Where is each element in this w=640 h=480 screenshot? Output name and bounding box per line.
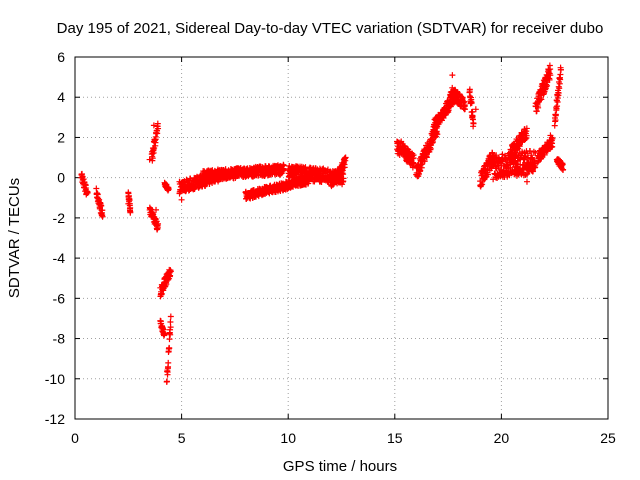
data-point: [125, 200, 132, 207]
data-point: [83, 185, 90, 192]
data-point: [434, 131, 441, 138]
data-point: [127, 209, 134, 216]
y-tick-label: 2: [57, 129, 65, 145]
x-tick-label: 0: [71, 430, 79, 446]
data-point: [470, 120, 477, 127]
data-point: [84, 189, 91, 196]
data-point: [155, 125, 162, 132]
chart-title: Day 195 of 2021, Sidereal Day-to-day VTE…: [57, 20, 604, 37]
gridlines: [75, 57, 608, 419]
y-tick-label: -10: [45, 371, 65, 387]
data-point: [342, 154, 349, 161]
data-point: [166, 336, 173, 343]
data-point: [99, 207, 106, 214]
data-point: [527, 147, 534, 154]
data-point: [167, 331, 174, 338]
y-axis-label: SDTVAR / TECUs: [6, 178, 23, 298]
data-point: [549, 143, 556, 150]
data-point: [523, 178, 530, 185]
data-point: [462, 106, 469, 113]
data-point: [479, 181, 486, 188]
data-point: [165, 359, 172, 366]
data-point: [150, 122, 157, 129]
y-tick-label: -12: [45, 411, 65, 427]
data-point: [165, 186, 172, 193]
data-point: [532, 164, 539, 171]
data-point: [166, 345, 173, 352]
y-tick-label: -4: [53, 250, 66, 266]
data-point: [421, 158, 428, 165]
data-point: [558, 165, 565, 172]
data-point: [533, 108, 540, 115]
y-tick-label: -6: [53, 290, 66, 306]
data-point: [523, 125, 530, 132]
data-point: [538, 96, 545, 103]
plot-frame: [74, 56, 609, 420]
data-point: [430, 139, 437, 146]
data-point: [432, 134, 439, 141]
data-point: [449, 72, 456, 79]
data-point: [163, 281, 170, 288]
data-point: [149, 155, 156, 162]
data-point: [516, 143, 523, 150]
data-point: [466, 86, 473, 93]
data-point: [99, 213, 106, 220]
data-point: [163, 378, 170, 385]
data-point: [557, 76, 564, 83]
data-point: [176, 178, 183, 185]
data-point: [167, 268, 174, 275]
data-point: [154, 130, 161, 137]
y-tick-label: 6: [57, 49, 65, 65]
data-point: [545, 66, 552, 73]
x-tick-label: 15: [387, 430, 403, 446]
data-point: [547, 132, 554, 139]
data-point: [502, 155, 509, 162]
x-tick-label: 20: [494, 430, 510, 446]
y-tick-label: 4: [57, 89, 65, 105]
data-point: [167, 318, 174, 325]
data-point: [178, 196, 185, 203]
data-point: [555, 156, 562, 163]
data-point: [522, 171, 529, 178]
data-point: [535, 104, 542, 111]
data-point: [161, 330, 168, 337]
data-point: [468, 99, 475, 106]
data-point: [398, 138, 405, 145]
data-point: [523, 132, 530, 139]
data-point: [78, 174, 85, 181]
data-point: [341, 164, 348, 171]
data-point: [167, 324, 174, 331]
x-tick-label: 25: [600, 430, 616, 446]
data-point: [541, 90, 548, 97]
x-tick-label: 5: [178, 430, 186, 446]
data-point: [340, 175, 347, 182]
data-point: [155, 220, 162, 227]
data-point: [146, 156, 153, 163]
y-tick-label: 0: [57, 170, 65, 186]
y-tick-label: -2: [53, 210, 66, 226]
data-point: [472, 106, 479, 113]
y-tick-label: -8: [53, 331, 66, 347]
axis-ticks: 0 5 10 15 20 25 -12 -10 -8 -6 -4 -2 0 2 4 6: [45, 49, 616, 446]
data-point: [167, 313, 174, 320]
data-point: [554, 103, 561, 110]
data-point: [410, 152, 417, 159]
data-point: [93, 185, 100, 192]
data-point: [485, 171, 492, 178]
data-point: [549, 135, 556, 142]
data-point: [153, 206, 160, 213]
data-point: [557, 66, 564, 73]
data-points: [78, 62, 567, 385]
data-point: [541, 151, 548, 158]
x-tick-label: 10: [280, 430, 296, 446]
data-point: [280, 162, 287, 169]
x-axis-label: GPS time / hours: [283, 458, 397, 475]
data-point: [546, 76, 553, 83]
data-point: [423, 154, 430, 161]
data-point: [547, 72, 554, 79]
data-point: [560, 166, 567, 173]
